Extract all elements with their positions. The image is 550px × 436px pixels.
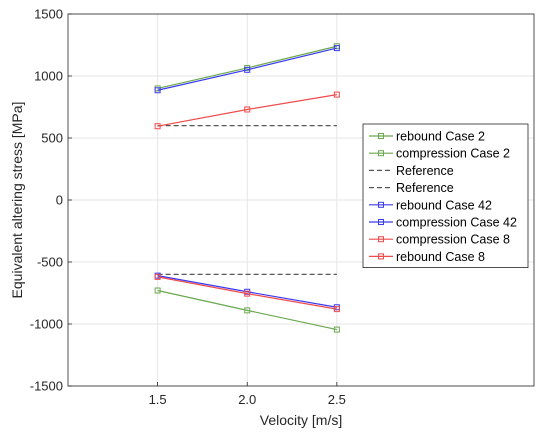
legend-label: rebound Case 8 bbox=[396, 250, 485, 264]
data-point bbox=[244, 290, 251, 297]
series bbox=[154, 273, 340, 313]
data-point bbox=[333, 326, 340, 333]
data-point bbox=[154, 273, 161, 280]
series bbox=[154, 45, 340, 94]
legend-swatch-marker bbox=[378, 253, 384, 260]
y-axis-label: Equivalent altering stress [MPa] bbox=[9, 102, 25, 299]
legend-item: rebound Case 42 bbox=[369, 198, 492, 212]
legend-item: rebound Case 8 bbox=[369, 250, 485, 264]
data-point bbox=[333, 45, 340, 52]
series-line bbox=[157, 289, 337, 331]
legend-item: Reference bbox=[369, 181, 454, 195]
data-point bbox=[154, 123, 161, 130]
x-tick-label: 1.5 bbox=[149, 392, 167, 407]
legend-item: Reference bbox=[369, 164, 454, 178]
data-point bbox=[154, 287, 161, 294]
legend-item: compression Case 42 bbox=[369, 216, 517, 230]
legend-swatch-marker bbox=[378, 133, 384, 139]
series-line bbox=[157, 47, 337, 91]
y-tick-label: 500 bbox=[41, 131, 63, 146]
y-tick-label: -1500 bbox=[30, 379, 63, 394]
legend: rebound Case 2 compression Case 2 Referenc… bbox=[362, 123, 529, 269]
data-point bbox=[244, 307, 251, 314]
y-tick-label: 1500 bbox=[34, 7, 63, 22]
series-line bbox=[157, 45, 337, 89]
legend-label: Reference bbox=[396, 164, 454, 178]
legend-label: Reference bbox=[396, 181, 454, 195]
x-tick-label: 2.5 bbox=[328, 392, 346, 407]
series bbox=[154, 287, 340, 333]
legend-label: compression Case 2 bbox=[396, 147, 510, 161]
y-tick-label: 1000 bbox=[34, 69, 63, 84]
series bbox=[154, 91, 340, 130]
data-point bbox=[333, 306, 340, 313]
y-tick-label: -1000 bbox=[30, 317, 63, 332]
legend-swatch-marker bbox=[378, 150, 384, 157]
legend-box bbox=[362, 123, 529, 269]
legend-label: rebound Case 2 bbox=[396, 130, 485, 144]
x-tick-label: 2.0 bbox=[238, 392, 256, 407]
y-tick-label: -500 bbox=[37, 255, 63, 270]
x-axis-label: Velocity [m/s] bbox=[260, 412, 342, 428]
data-point bbox=[154, 87, 161, 94]
data-point bbox=[244, 106, 251, 113]
y-tick-label: 0 bbox=[56, 193, 63, 208]
legend-label: rebound Case 42 bbox=[396, 198, 492, 212]
series-line bbox=[157, 275, 337, 308]
series-layer bbox=[154, 43, 340, 333]
data-point bbox=[244, 66, 251, 73]
legend-swatch-marker bbox=[378, 219, 384, 225]
series-line bbox=[157, 276, 337, 310]
legend-item: compression Case 2 bbox=[369, 147, 510, 161]
data-point bbox=[333, 91, 340, 98]
legend-item: rebound Case 2 bbox=[369, 130, 485, 144]
legend-swatch-marker bbox=[378, 201, 384, 208]
legend-label: compression Case 42 bbox=[396, 216, 517, 230]
legend-label: compression Case 8 bbox=[396, 233, 510, 247]
legend-item: compression Case 8 bbox=[369, 233, 510, 247]
legend-swatch-marker bbox=[378, 236, 384, 243]
ticks: 1.5 2.0 2.5 1500 1000 500 0 -500 -1000 -1500 bbox=[30, 7, 346, 408]
series-line bbox=[157, 94, 337, 127]
